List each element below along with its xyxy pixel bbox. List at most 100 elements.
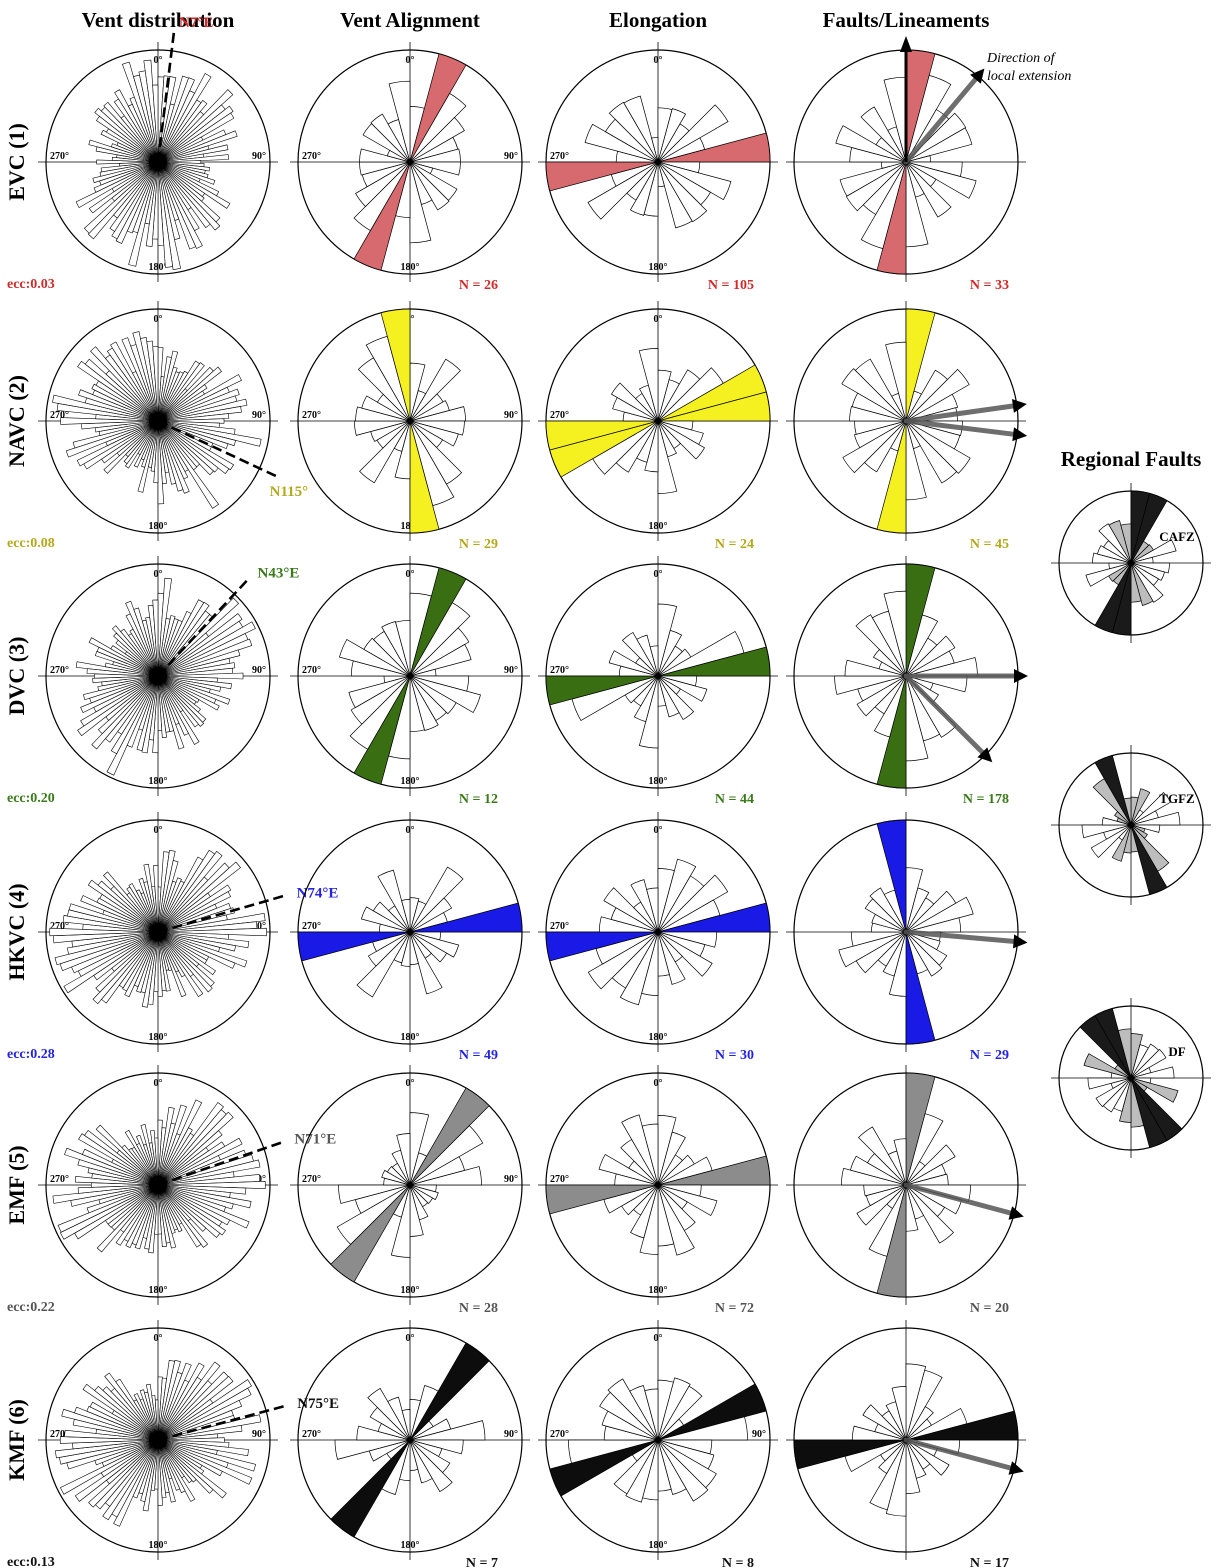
rose-petal: [409, 1439, 453, 1493]
vent-petal: [102, 1439, 159, 1521]
rose-petal: [363, 637, 411, 677]
vent-petal: [122, 931, 159, 992]
vent-petal: [86, 1184, 159, 1214]
rose-petal: [1085, 562, 1132, 587]
tick-label-north: 0°: [154, 314, 163, 325]
rose-petal: [657, 931, 686, 985]
vent-petal: [157, 931, 213, 993]
tick-label-west: 270°: [550, 1429, 569, 1440]
vent-petal: [157, 420, 220, 509]
rose-petal: [372, 901, 411, 933]
tick-label-west: 270°: [50, 921, 69, 932]
rose-petal: [850, 931, 907, 947]
vent-petal: [157, 1361, 221, 1441]
vent-petal: [157, 1184, 231, 1226]
elongation-plot: 0°90°180°270°N = 30: [538, 812, 778, 1063]
rose-petal: [549, 1439, 659, 1497]
rose-petal: [657, 675, 695, 720]
vent-petal: [157, 931, 187, 998]
vent-petal: [120, 628, 159, 677]
rose-petal: [649, 645, 659, 677]
tick-label-east: 90°: [504, 1174, 518, 1185]
vent-petal: [157, 154, 229, 163]
rose-petal: [644, 1388, 659, 1441]
count-label: N = 20: [970, 1301, 1009, 1316]
rose-petal: [657, 646, 771, 677]
extension-arrow-head: [1008, 1461, 1024, 1475]
vent-petal: [157, 1184, 226, 1236]
rose-petal: [1090, 824, 1132, 858]
rose-petal: [657, 108, 687, 163]
eccentricity-label: ecc:0.08: [7, 536, 55, 551]
rose-petal: [545, 161, 659, 192]
rose-petal: [367, 931, 411, 967]
rose-petal: [1094, 1008, 1132, 1079]
vent-petal: [157, 1159, 261, 1186]
vent-distribution-plot: 0° 90° 180° 270° N43°E ecc:0.20: [7, 556, 299, 806]
rose-petal: [334, 1439, 411, 1460]
tick-label-south: 180°: [649, 1540, 668, 1551]
rose-petal: [873, 675, 907, 738]
extension-arrow-head: [970, 68, 985, 84]
vent-petal: [152, 599, 159, 677]
vent-trend-label: N7°E: [179, 15, 213, 31]
rose-petal: [623, 95, 659, 163]
rose-petal: [409, 406, 466, 422]
rose-petal: [905, 917, 962, 933]
rose-petal: [354, 420, 411, 436]
column-title-vent-distribution: Vent distribution: [82, 8, 235, 32]
rose-petal: [1130, 1066, 1175, 1079]
vent-trend-line: [157, 1140, 284, 1187]
rose-petal: [842, 420, 907, 474]
tick-label-south: 180°: [401, 776, 420, 787]
vent-petal: [102, 1386, 159, 1441]
count-label: N = 28: [459, 1301, 498, 1316]
rose-petal: [1130, 539, 1177, 564]
vent-petal: [121, 337, 159, 422]
rose-petal: [339, 639, 411, 677]
vent-petal: [157, 161, 211, 229]
count-label: N = 26: [459, 278, 498, 293]
vent-petal: [157, 1439, 196, 1502]
rose-petal: [905, 887, 930, 933]
rose-petal: [409, 1087, 490, 1186]
vent-petal: [140, 1124, 159, 1186]
rose-petal: [905, 1439, 950, 1476]
rose-petal: [657, 1131, 686, 1186]
row-label: EMF (5): [4, 1145, 29, 1224]
vent-petal: [157, 675, 167, 739]
vent-petal: [157, 931, 186, 978]
vent-petal: [110, 645, 159, 677]
rose-petal: [545, 931, 659, 962]
vent-petal: [57, 1184, 159, 1233]
vent-distribution-plot: 0° 90° 180° 270° N75°E ecc:0.13: [7, 1320, 339, 1568]
rose-petal: [360, 906, 411, 933]
column-title-vent-alignment: Vent Alignment: [340, 8, 480, 32]
vent-petal: [157, 931, 204, 998]
rose-petal: [905, 74, 952, 163]
vent-petal: [157, 374, 242, 422]
vent-petal: [157, 144, 229, 163]
vent-petal: [157, 1439, 186, 1494]
vent-petal: [114, 89, 159, 163]
tick-label-north: 0°: [154, 825, 163, 836]
rose-petal: [1130, 792, 1172, 826]
vent-petal: [80, 675, 159, 727]
rose-petal: [657, 675, 708, 702]
rose-petal: [409, 1342, 490, 1441]
vent-trend-line: [157, 419, 279, 479]
vent-petal: [157, 675, 200, 745]
vent-petal: [91, 675, 159, 750]
tick-label-east: 90°: [252, 410, 266, 421]
vent-petal: [128, 1147, 159, 1186]
rose-row-4: HKVC (4)0°90°180°270°N74°Eecc:0.280°90°1…: [4, 812, 1028, 1063]
tick-label-east: 90°: [252, 921, 266, 932]
count-label: N = 7: [466, 1556, 498, 1568]
tick-label-south: 180°: [149, 776, 168, 787]
rose-petal: [905, 127, 973, 163]
rose-petal: [625, 1439, 659, 1503]
elongation-plot: 0°90°180°270°N = 72: [538, 1065, 778, 1316]
vent-petal: [157, 1439, 253, 1485]
count-label: N = 49: [459, 1048, 498, 1063]
